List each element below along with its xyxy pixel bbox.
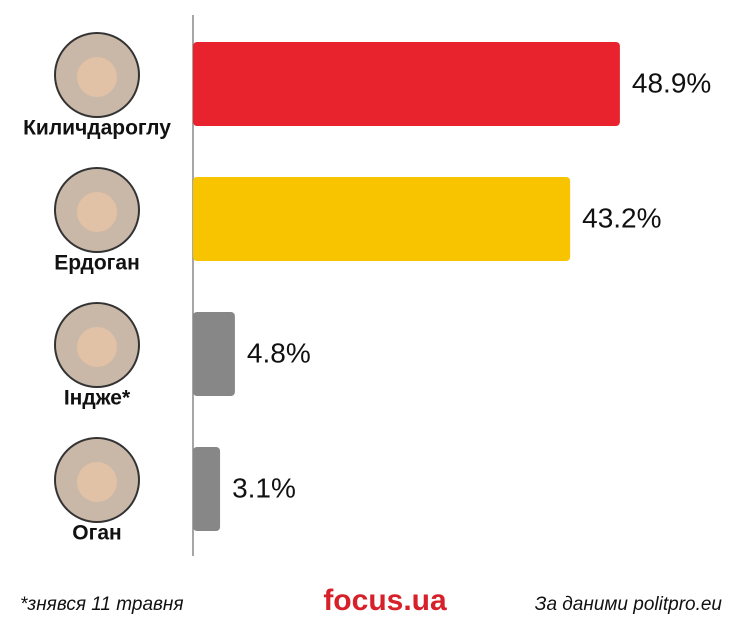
portrait-face bbox=[77, 192, 117, 232]
candidate-name: Киличдароглу bbox=[23, 117, 171, 140]
bar bbox=[193, 312, 235, 396]
bar bbox=[193, 42, 620, 126]
bar bbox=[193, 447, 221, 531]
footnote: *знявся 11 травня bbox=[20, 594, 184, 615]
candidate-name: Ердоган bbox=[54, 252, 140, 275]
portrait-face bbox=[77, 462, 117, 502]
source: За даними politpro.eu bbox=[535, 594, 723, 615]
candidate-name: Оган bbox=[72, 522, 121, 545]
candidate-name: Індже* bbox=[64, 387, 131, 410]
bar bbox=[193, 177, 571, 261]
value-label: 3.1% bbox=[232, 472, 296, 503]
portrait-face bbox=[77, 57, 117, 97]
value-label: 43.2% bbox=[582, 202, 661, 233]
portrait-face bbox=[77, 327, 117, 367]
brand: focus.ua bbox=[323, 584, 447, 617]
value-label: 48.9% bbox=[632, 67, 711, 98]
value-label: 4.8% bbox=[247, 337, 311, 368]
